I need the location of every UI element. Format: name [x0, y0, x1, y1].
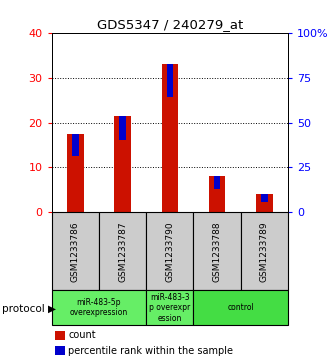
Bar	[67, 134, 84, 212]
Text: miR-483-3
p overexpr
ession: miR-483-3 p overexpr ession	[149, 293, 190, 323]
Text: miR-483-5p
overexpression: miR-483-5p overexpression	[70, 298, 128, 317]
Bar	[209, 176, 225, 212]
Title: GDS5347 / 240279_at: GDS5347 / 240279_at	[97, 19, 243, 32]
Text: protocol ▶: protocol ▶	[2, 304, 56, 314]
Bar	[193, 290, 288, 325]
Bar	[72, 134, 79, 156]
Bar	[162, 64, 178, 212]
Text: count: count	[68, 330, 96, 340]
Bar	[119, 116, 126, 140]
Bar	[214, 176, 220, 189]
Bar	[52, 290, 146, 325]
Bar	[146, 212, 193, 290]
Bar	[114, 116, 131, 212]
Bar	[52, 212, 99, 290]
Bar	[99, 212, 146, 290]
Bar	[256, 194, 273, 212]
Text: GSM1233789: GSM1233789	[260, 221, 269, 282]
Text: control: control	[227, 303, 254, 312]
Bar	[241, 212, 288, 290]
Text: GSM1233790: GSM1233790	[165, 221, 174, 282]
Bar	[146, 290, 193, 325]
Bar	[261, 194, 268, 201]
Bar	[166, 64, 173, 97]
Bar	[193, 212, 241, 290]
Text: GSM1233788: GSM1233788	[212, 221, 222, 282]
Text: percentile rank within the sample: percentile rank within the sample	[68, 346, 233, 356]
Text: GSM1233787: GSM1233787	[118, 221, 127, 282]
Text: GSM1233786: GSM1233786	[71, 221, 80, 282]
